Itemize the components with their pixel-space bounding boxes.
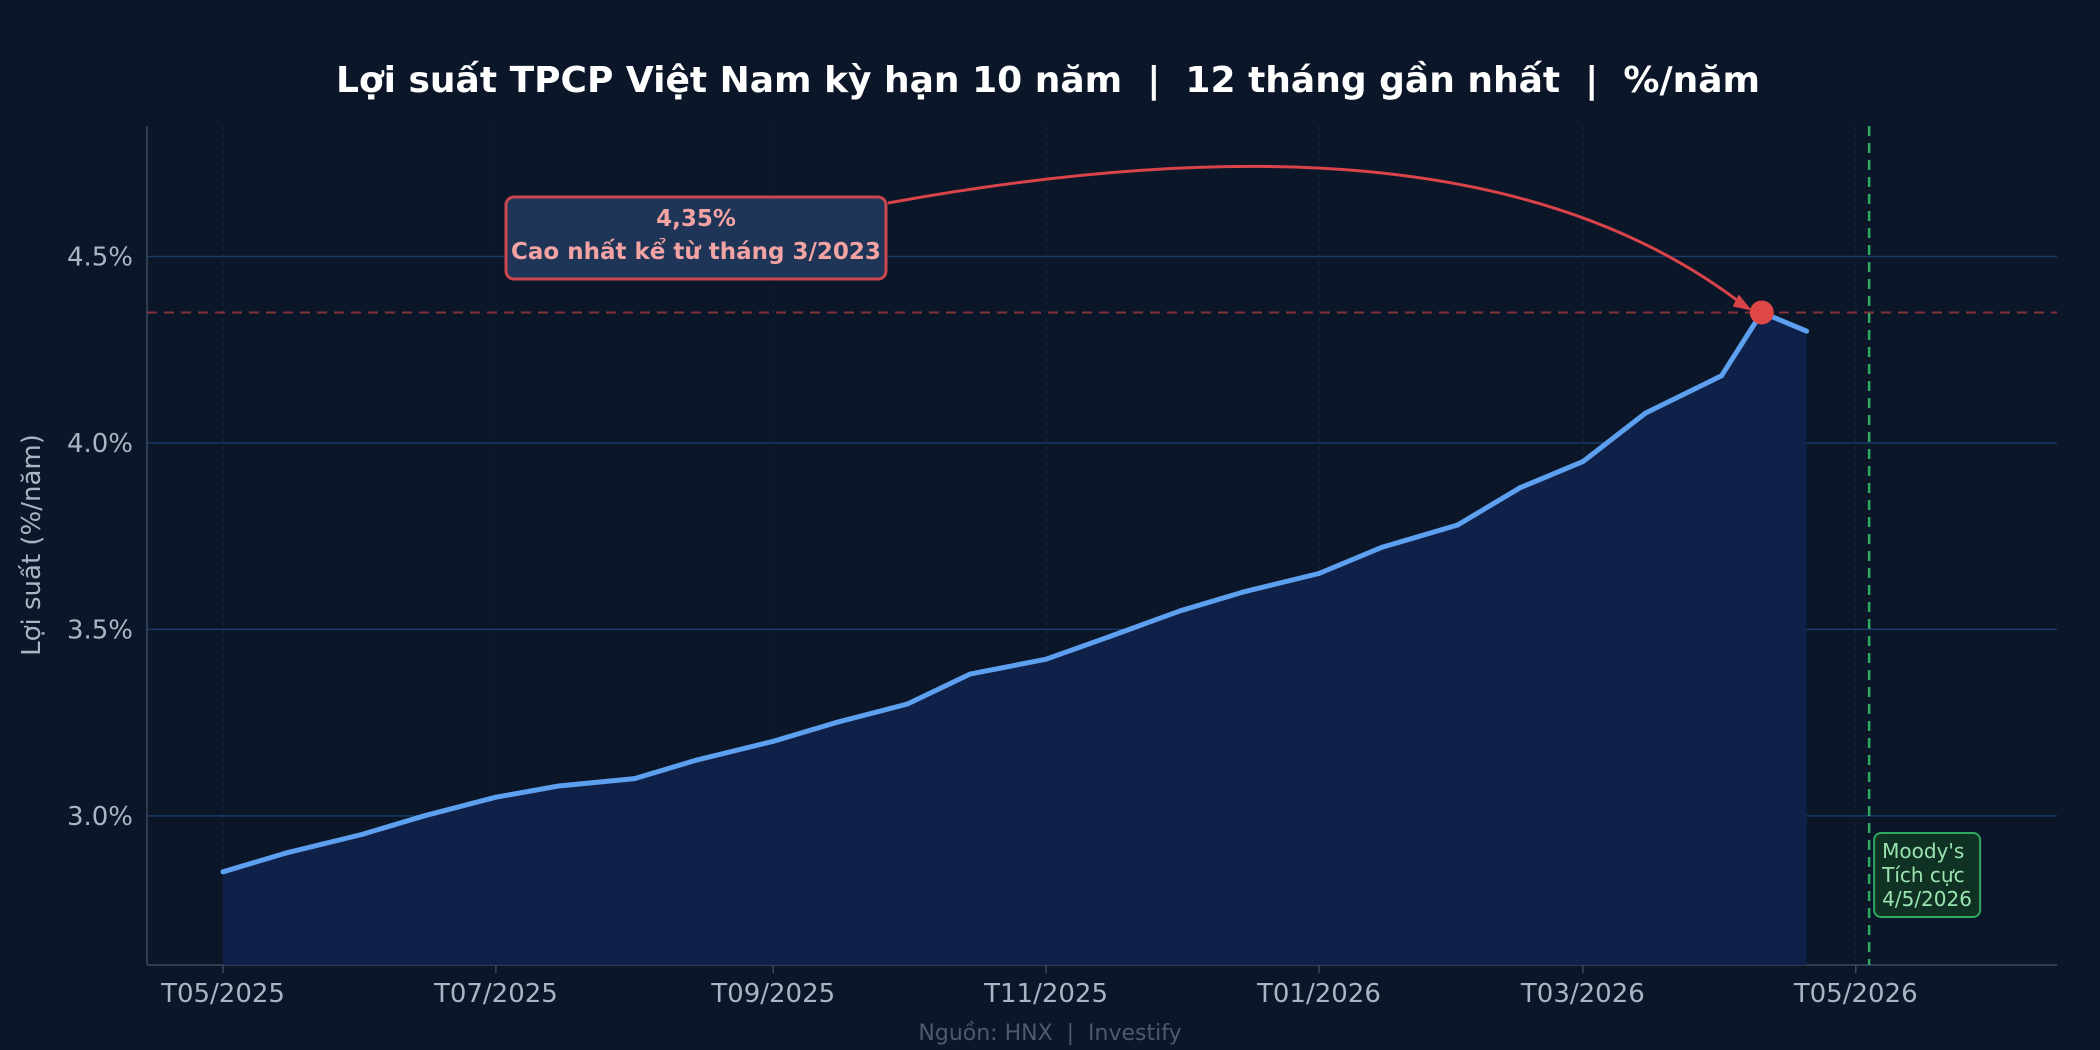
peak-annotation-box [504, 195, 888, 281]
y-axis-label: Lợi suất (%/năm) [17, 434, 47, 656]
data-point [833, 720, 839, 726]
data-point [1719, 373, 1725, 379]
data-point [556, 783, 562, 789]
data-point [1240, 589, 1246, 595]
x-tick-label: T05/2026 [1793, 979, 1918, 1009]
data-point [1177, 608, 1183, 614]
event-label-line: 4/5/2026 [1882, 887, 1972, 911]
y-tick-label: 4.0% [67, 429, 133, 459]
peak-marker [1749, 300, 1774, 325]
peak-arrow [887, 164, 1749, 310]
data-point [359, 831, 365, 837]
y-tick-label: 4.5% [67, 243, 133, 273]
data-point [1642, 410, 1648, 416]
data-point [1043, 656, 1049, 662]
x-tick-label: T11/2025 [983, 979, 1108, 1009]
source-note: Nguồn: HNX | Investify [918, 1021, 1181, 1046]
peak-arrowhead [1732, 294, 1752, 311]
data-point [1517, 485, 1523, 491]
x-tick-label: T05/2025 [160, 979, 285, 1009]
x-tick-label: T01/2026 [1256, 979, 1381, 1009]
x-tick-label: T03/2026 [1520, 979, 1645, 1009]
x-tick-label: T09/2025 [710, 979, 835, 1009]
data-point [421, 813, 427, 819]
data-point [904, 701, 910, 707]
data-point [967, 671, 973, 677]
data-point [1580, 459, 1586, 465]
peak-note-label: Cao nhất kể từ tháng 3/2023 [511, 237, 881, 265]
data-point [1379, 544, 1385, 550]
data-point [770, 738, 776, 744]
event-label-line: Moody's [1882, 839, 1964, 863]
data-point [1804, 328, 1810, 334]
event-label-box [1873, 832, 1982, 918]
data-point [283, 850, 289, 856]
data-point [493, 794, 499, 800]
y-tick-label: 3.0% [67, 802, 133, 832]
x-tick-label: T07/2025 [433, 979, 558, 1009]
data-point [1106, 634, 1112, 640]
data-point [1455, 522, 1461, 528]
chart-title: Lợi suất TPCP Việt Nam kỳ hạn 10 năm | 1… [336, 60, 1760, 101]
data-point [1316, 570, 1322, 576]
event-label-line: Tích cực [1881, 863, 1964, 887]
data-point [632, 776, 638, 782]
data-point [694, 757, 700, 763]
data-point [220, 869, 226, 875]
y-tick-label: 3.5% [67, 615, 133, 645]
series-area [223, 312, 1807, 965]
peak-value-label: 4,35% [656, 206, 736, 232]
